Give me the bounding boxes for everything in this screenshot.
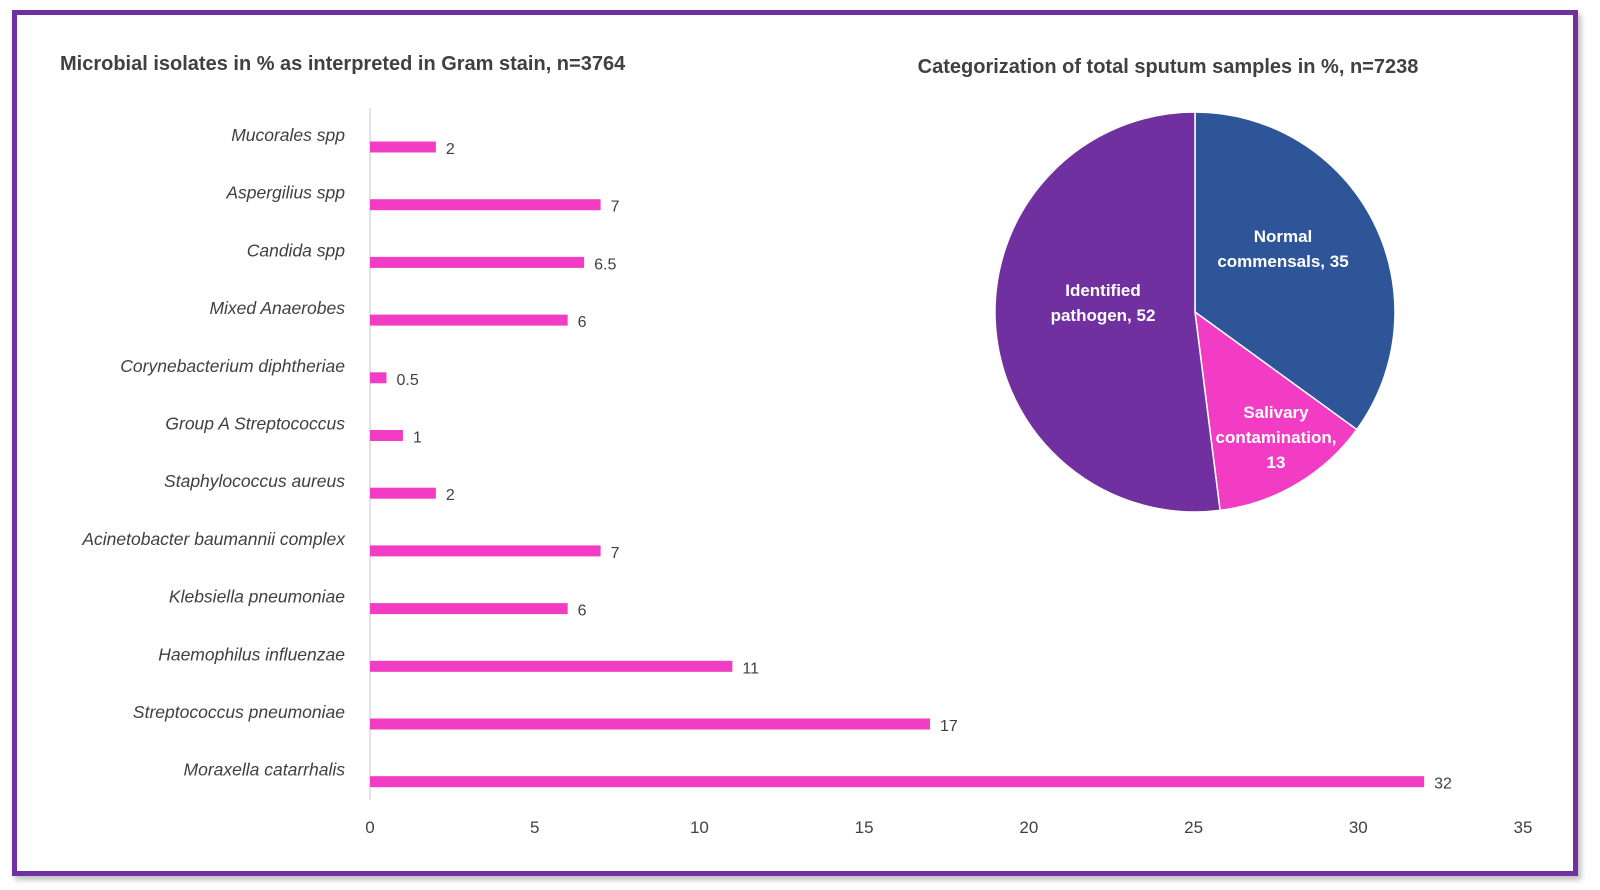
x-tick-label: 20 [1019, 818, 1038, 837]
pie-chart-slices [994, 111, 1396, 513]
bar-chart-value-labels: 2 7 6.5 6 0.5 1 2 7 6 11 17 32 [396, 141, 1452, 793]
bar-chart-x-tick-labels: 0 5 10 15 20 25 30 35 [365, 818, 1532, 837]
bar-value-label: 1 [413, 430, 422, 447]
bar-category-label: Haemophilus influenzae [158, 644, 345, 664]
bar [370, 603, 568, 615]
bar [370, 776, 1425, 788]
pie-slice [994, 111, 1221, 513]
bar-category-label: Klebsiella pneumoniae [169, 587, 345, 607]
x-tick-label: 30 [1349, 818, 1368, 837]
bar [370, 430, 403, 441]
bar-category-label: Group A Streptococcus [165, 414, 345, 434]
bar-chart-title: Microbial isolates in % as interpreted i… [60, 53, 626, 75]
x-tick-label: 35 [1514, 818, 1533, 837]
bar-category-label: Moraxella catarrhalis [184, 760, 346, 780]
pie-slice [1194, 111, 1396, 431]
bar [370, 199, 601, 211]
bar-value-label: 11 [742, 660, 759, 677]
bar [370, 487, 436, 499]
bar [370, 141, 436, 153]
bar-category-label: Aspergilius spp [225, 183, 345, 203]
bar [370, 372, 387, 384]
pie-chart-slice-labels: Normal commensals, 35 Salivary contaminatio… [1051, 227, 1349, 472]
bar-value-label: 6.5 [594, 256, 616, 273]
bar-chart-category-labels: Mucorales spp Aspergilius spp Candida spp M… [81, 125, 346, 780]
bar [370, 660, 733, 672]
x-tick-label: 5 [530, 818, 539, 837]
bar-value-label: 2 [446, 141, 455, 158]
bar [370, 718, 931, 730]
bar-value-label: 32 [1434, 776, 1452, 793]
bar-category-label: Mucorales spp [231, 125, 345, 145]
bar-value-label: 0.5 [396, 372, 418, 389]
bar-category-label: Mixed Anaerobes [209, 298, 345, 318]
bar-value-label: 6 [578, 603, 587, 620]
bar-category-label: Candida spp [247, 240, 346, 260]
pie-slice-label: Salivary contamination, 13 [1216, 403, 1337, 472]
x-tick-label: 25 [1184, 818, 1203, 837]
pie-slice-label: Identified pathogen, 52 [1051, 281, 1156, 325]
bar-value-label: 2 [446, 487, 455, 504]
pie-slice-label: Normal commensals, 35 [1217, 227, 1348, 271]
pie-slice [1194, 310, 1358, 512]
bar [370, 545, 601, 557]
x-tick-label: 10 [690, 818, 709, 837]
bar-chart: Microbial isolates in % as interpreted i… [60, 53, 1532, 837]
bar-category-label: Corynebacterium diphtheriae [120, 356, 345, 376]
bar-category-label: Acinetobacter baumannii complex [81, 529, 346, 549]
bar-value-label: 6 [578, 314, 587, 331]
bar [370, 314, 568, 326]
bar-chart-bars [370, 141, 1425, 788]
x-tick-label: 15 [855, 818, 874, 837]
bar-value-label: 7 [611, 199, 620, 216]
bar-value-label: 17 [940, 718, 958, 735]
x-tick-label: 0 [365, 818, 374, 837]
bar-category-label: Staphylococcus aureus [164, 471, 345, 491]
bar-category-label: Streptococcus pneumoniae [133, 702, 345, 722]
pie-chart-title: Categorization of total sputum samples i… [918, 56, 1419, 78]
bar-value-label: 7 [611, 545, 620, 562]
pie-chart: Categorization of total sputum samples i… [918, 56, 1419, 513]
bar [370, 256, 585, 268]
